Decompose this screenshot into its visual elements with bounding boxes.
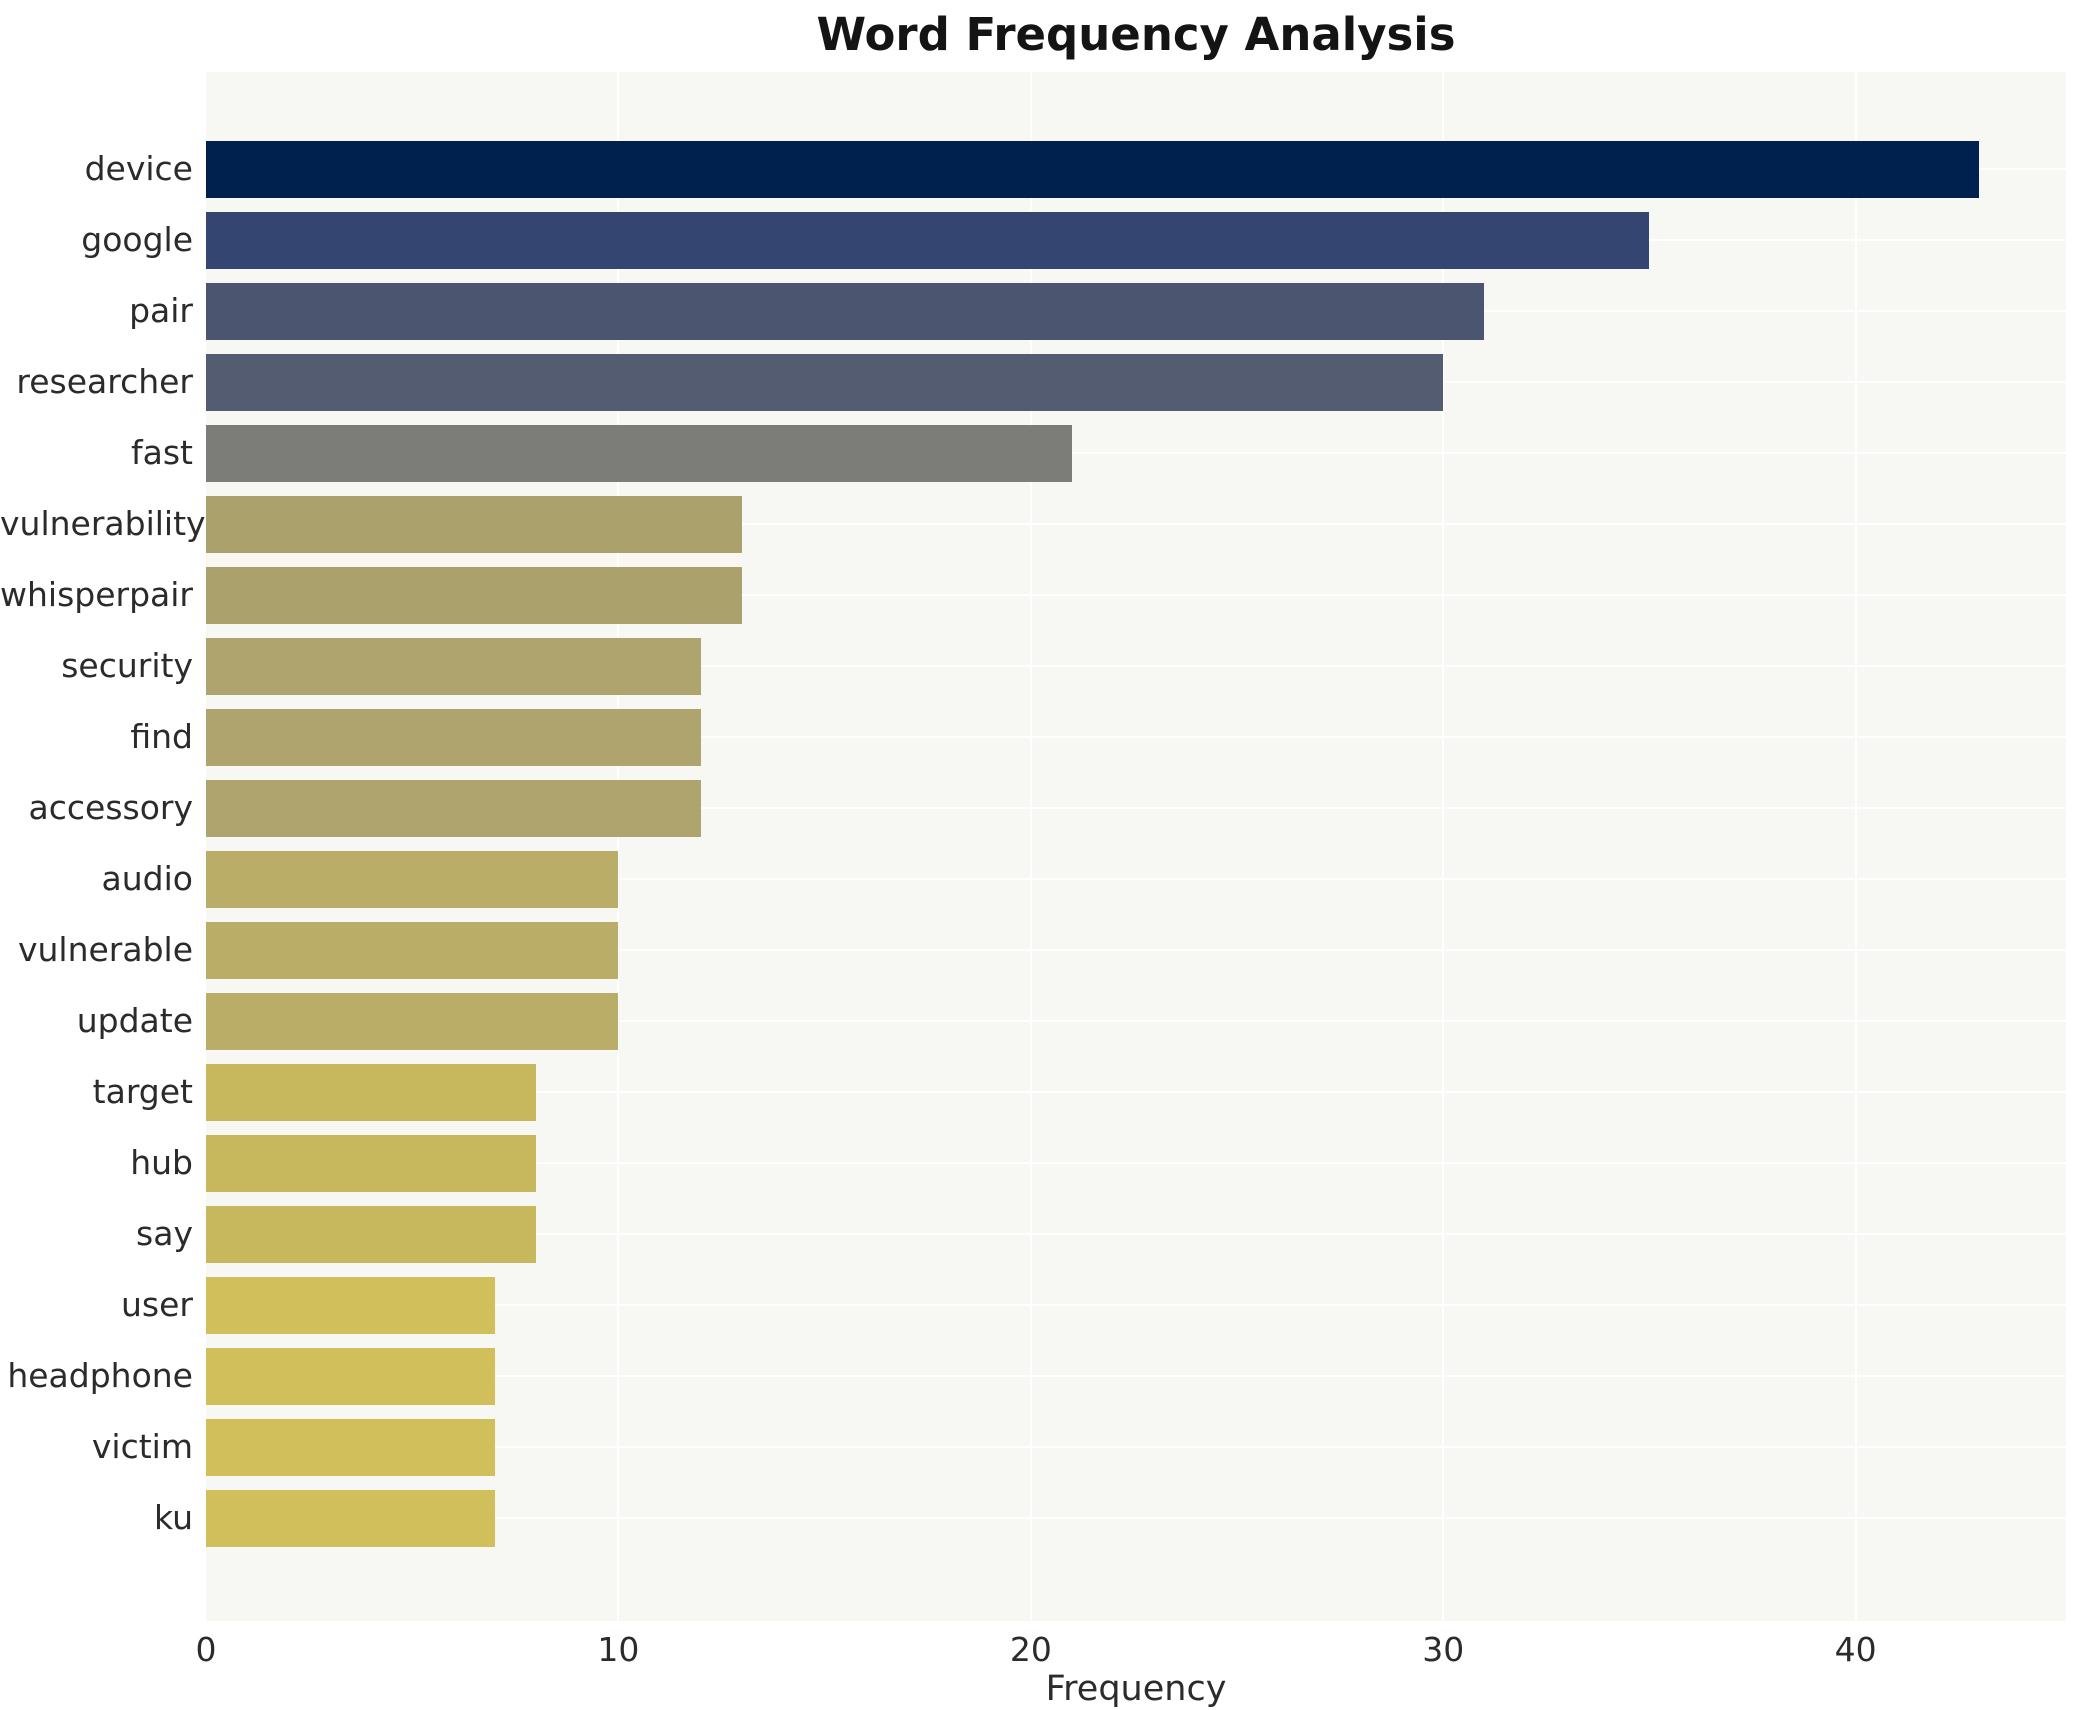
bar-whisperpair (206, 566, 743, 624)
y-tick-label-find: find (130, 717, 193, 756)
y-tick-label-google: google (81, 220, 193, 259)
bar-fast (206, 424, 1073, 482)
gridline-vertical (1442, 72, 1445, 1621)
gridline-vertical (617, 72, 620, 1621)
y-tick-label-whisperpair: whisperpair (0, 575, 193, 614)
bar-pair (206, 282, 1485, 340)
y-tick-label-device: device (84, 149, 193, 188)
gridline-horizontal (206, 1091, 2066, 1093)
x-tick-label-40: 40 (1834, 1630, 1877, 1669)
y-tick-label-ku: ku (153, 1498, 193, 1537)
gridline-horizontal (206, 1233, 2066, 1235)
gridline-horizontal (206, 665, 2066, 667)
bar-vulnerability (206, 495, 743, 553)
y-tick-label-security: security (61, 646, 193, 685)
bar-user (206, 1276, 495, 1334)
y-tick-label-vulnerable: vulnerable (17, 930, 193, 969)
y-tick-label-say: say (136, 1214, 193, 1253)
y-tick-label-vulnerability: vulnerability (0, 504, 206, 543)
gridline-horizontal (206, 452, 2066, 454)
x-tick-label-20: 20 (1009, 1630, 1052, 1669)
gridline-horizontal (206, 1020, 2066, 1022)
gridline-horizontal (206, 1162, 2066, 1164)
gridline-horizontal (206, 807, 2066, 809)
x-axis-title: Frequency (1045, 1669, 1227, 1709)
chart-title: Word Frequency Analysis (816, 8, 1456, 61)
bar-researcher (206, 353, 1444, 411)
y-tick-label-victim: victim (91, 1427, 193, 1466)
y-tick-label-update: update (76, 1001, 193, 1040)
bar-security (206, 637, 701, 695)
bar-ku (206, 1489, 495, 1547)
bar-headphone (206, 1347, 495, 1405)
bar-accessory (206, 779, 701, 837)
gridline-vertical (1854, 72, 1857, 1621)
bar-update (206, 992, 619, 1050)
gridline-horizontal (206, 736, 2066, 738)
gridline-horizontal (206, 878, 2066, 880)
y-tick-label-headphone: headphone (7, 1356, 193, 1395)
y-tick-label-hub: hub (130, 1143, 193, 1182)
bar-hub (206, 1134, 536, 1192)
bar-device (206, 140, 1980, 198)
y-tick-label-user: user (121, 1285, 193, 1324)
y-tick-label-audio: audio (101, 859, 193, 898)
gridline-horizontal (206, 1304, 2066, 1306)
y-tick-label-target: target (92, 1072, 193, 1111)
y-tick-label-accessory: accessory (28, 788, 193, 827)
bar-victim (206, 1418, 495, 1476)
gridline-horizontal (206, 1446, 2066, 1448)
gridline-vertical (1029, 72, 1032, 1621)
x-tick-label-10: 10 (597, 1630, 640, 1669)
gridline-horizontal (206, 523, 2066, 525)
bar-find (206, 708, 701, 766)
x-tick-label-30: 30 (1422, 1630, 1465, 1669)
y-tick-label-researcher: researcher (16, 362, 193, 401)
bar-google (206, 211, 1650, 269)
y-tick-label-pair: pair (129, 291, 193, 330)
gridline-horizontal (206, 594, 2066, 596)
gridline-horizontal (206, 1517, 2066, 1519)
gridline-horizontal (206, 1375, 2066, 1377)
plot-area (206, 72, 2066, 1621)
bar-target (206, 1063, 536, 1121)
bar-say (206, 1205, 536, 1263)
y-tick-label-fast: fast (131, 433, 193, 472)
bar-audio (206, 850, 619, 908)
gridline-horizontal (206, 949, 2066, 951)
bar-vulnerable (206, 921, 619, 979)
x-tick-label-0: 0 (195, 1630, 217, 1669)
